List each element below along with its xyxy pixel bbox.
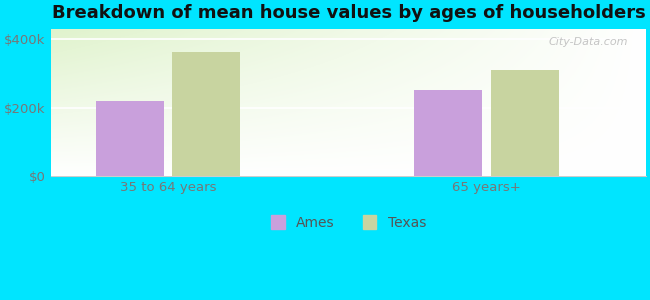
Bar xyxy=(96,101,164,176)
Bar xyxy=(414,90,482,176)
Bar xyxy=(172,52,240,176)
Legend: Ames, Texas: Ames, Texas xyxy=(271,216,426,230)
Title: Breakdown of mean house values by ages of householders: Breakdown of mean house values by ages o… xyxy=(51,4,645,22)
Text: City-Data.com: City-Data.com xyxy=(549,37,628,46)
Bar xyxy=(491,70,559,176)
